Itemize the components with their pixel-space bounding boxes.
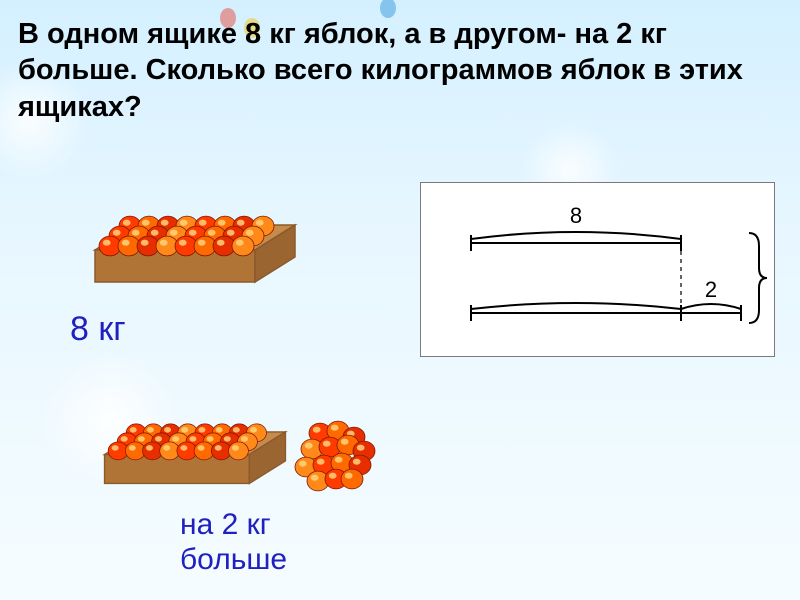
label-8kg: 8 кг bbox=[70, 310, 126, 349]
label-2kg-more: на 2 кгбольше bbox=[180, 508, 287, 577]
apple-crate-2 bbox=[100, 400, 290, 505]
apple-pile bbox=[290, 415, 380, 505]
svg-text:8: 8 bbox=[570, 203, 582, 228]
svg-text:2: 2 bbox=[705, 277, 717, 302]
tape-diagram: 82? bbox=[420, 182, 775, 357]
problem-text: В одном ящике 8 кг яблок, а в другом- на… bbox=[18, 16, 780, 125]
apple-crate-1 bbox=[90, 190, 300, 305]
